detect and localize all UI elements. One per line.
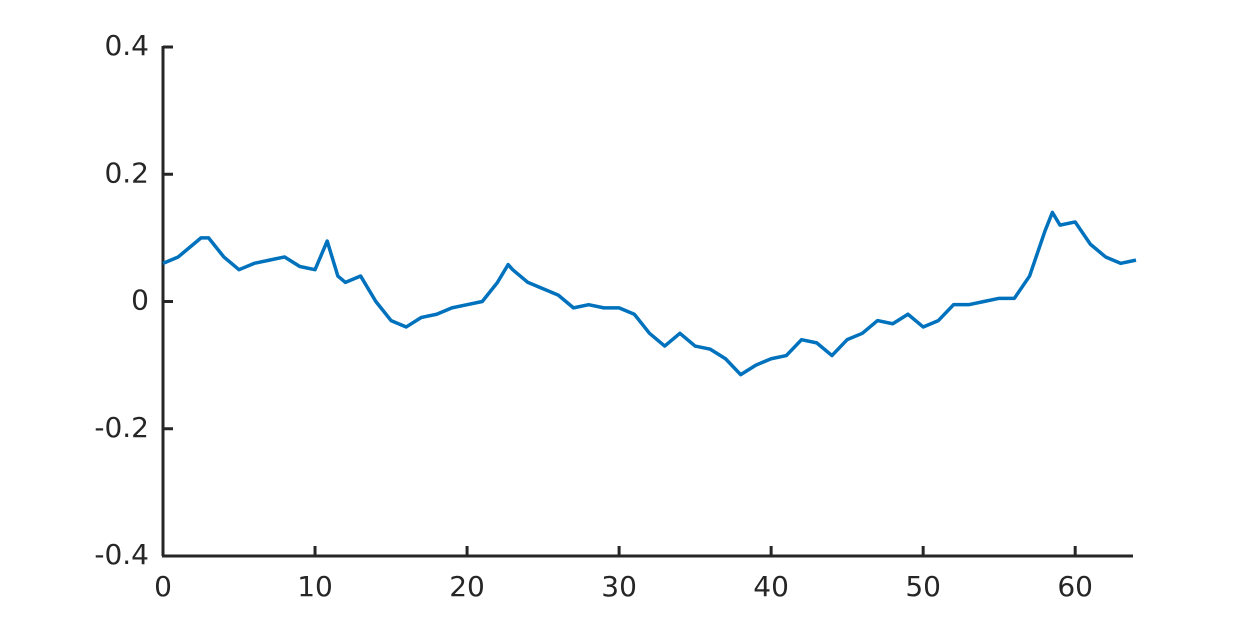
x-tick-label: 40 (753, 570, 789, 603)
y-tick-label: -0.4 (94, 538, 149, 571)
x-tick-label: 0 (154, 570, 172, 603)
y-tick-label: -0.2 (94, 411, 149, 444)
y-tick-label: 0.2 (104, 156, 149, 189)
line (162, 210, 1137, 377)
x-tick-label: 50 (905, 570, 941, 603)
x-tick-label: 30 (601, 570, 637, 603)
y-tick-label: 0.4 (104, 29, 149, 62)
x-tick-label: 20 (449, 570, 485, 603)
x-tick-label: 10 (297, 570, 333, 603)
y-tick-label: 0 (131, 284, 149, 317)
x-tick-label: 60 (1057, 570, 1093, 603)
